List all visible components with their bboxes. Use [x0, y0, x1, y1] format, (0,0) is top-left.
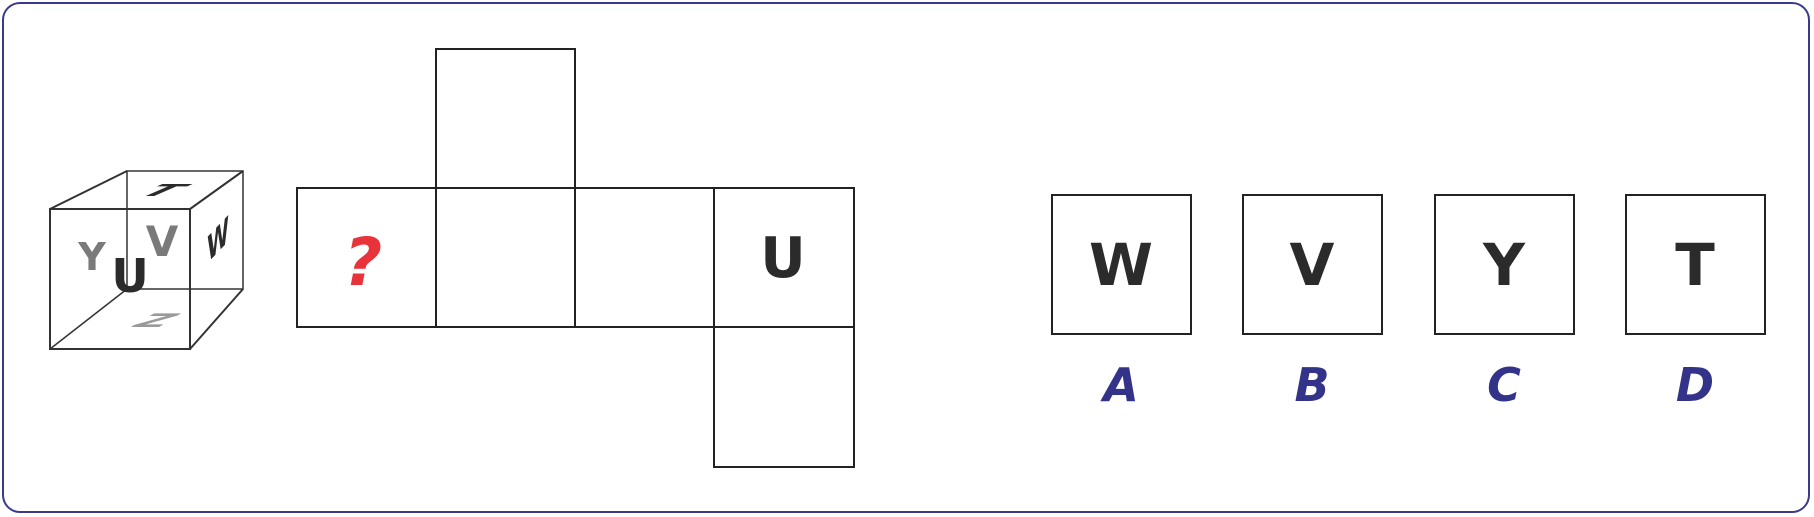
- option-d-letter: T: [1675, 231, 1715, 299]
- option-a[interactable]: W A: [1051, 194, 1192, 412]
- cube-edge: [49, 288, 128, 350]
- cube-edge: [49, 170, 128, 210]
- cube-front-letter-v: V: [146, 217, 179, 266]
- question-mark: ?: [344, 224, 382, 301]
- cube-front-letter-y: Y: [77, 235, 106, 279]
- cube: [49, 170, 244, 350]
- cube-edge: [189, 288, 244, 350]
- option-a-label: A: [1100, 358, 1139, 412]
- option-c-box[interactable]: [1434, 194, 1575, 335]
- net-face-u: [713, 187, 855, 328]
- cube-top-letter: T: [125, 181, 200, 200]
- option-c[interactable]: Y C: [1434, 194, 1575, 412]
- net-face: [435, 187, 576, 328]
- cube-back-edge: [126, 170, 244, 290]
- net-face-bottom: [713, 326, 855, 468]
- option-b-label: B: [1294, 358, 1329, 412]
- cube-letters: T Y V U W Z: [77, 181, 229, 332]
- net-face-unknown: [296, 187, 437, 328]
- cube-front-edge: [49, 208, 191, 350]
- option-c-label: C: [1487, 358, 1521, 412]
- option-a-letter: W: [1089, 231, 1153, 299]
- option-c-letter: Y: [1482, 231, 1526, 299]
- net-face: [574, 187, 715, 328]
- net-letter-u: U: [760, 226, 805, 291]
- option-b-letter: V: [1290, 231, 1335, 299]
- option-d-box[interactable]: [1625, 194, 1766, 335]
- option-a-box[interactable]: [1051, 194, 1192, 335]
- net-face-top: [435, 48, 576, 189]
- option-b[interactable]: V B: [1242, 194, 1383, 412]
- cube-front-letter-u: U: [111, 249, 148, 303]
- option-d-label: D: [1676, 358, 1714, 412]
- cube-right-letter: W: [207, 207, 229, 272]
- cube-bottom-letter: Z: [121, 310, 189, 332]
- option-d[interactable]: T D: [1625, 194, 1766, 412]
- option-b-box[interactable]: [1242, 194, 1383, 335]
- cube-net: [296, 48, 855, 468]
- cube-edge: [189, 170, 244, 210]
